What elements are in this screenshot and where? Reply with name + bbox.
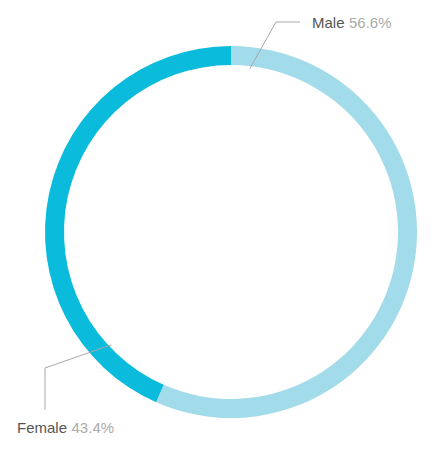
chart: Male56.6% Female 43.4% xyxy=(0,0,438,454)
label-value: 43.4% xyxy=(72,419,115,436)
data-label: Female 43.4% xyxy=(17,419,114,436)
label-category: Male xyxy=(312,14,345,31)
slice xyxy=(45,46,231,402)
data-label: Male56.6% xyxy=(312,14,392,31)
label-value: 56.6% xyxy=(349,14,392,31)
leader-line xyxy=(250,22,300,69)
slices xyxy=(45,46,417,418)
leader-line xyxy=(45,345,111,410)
label-category: Female xyxy=(17,419,67,436)
slice xyxy=(156,46,417,418)
